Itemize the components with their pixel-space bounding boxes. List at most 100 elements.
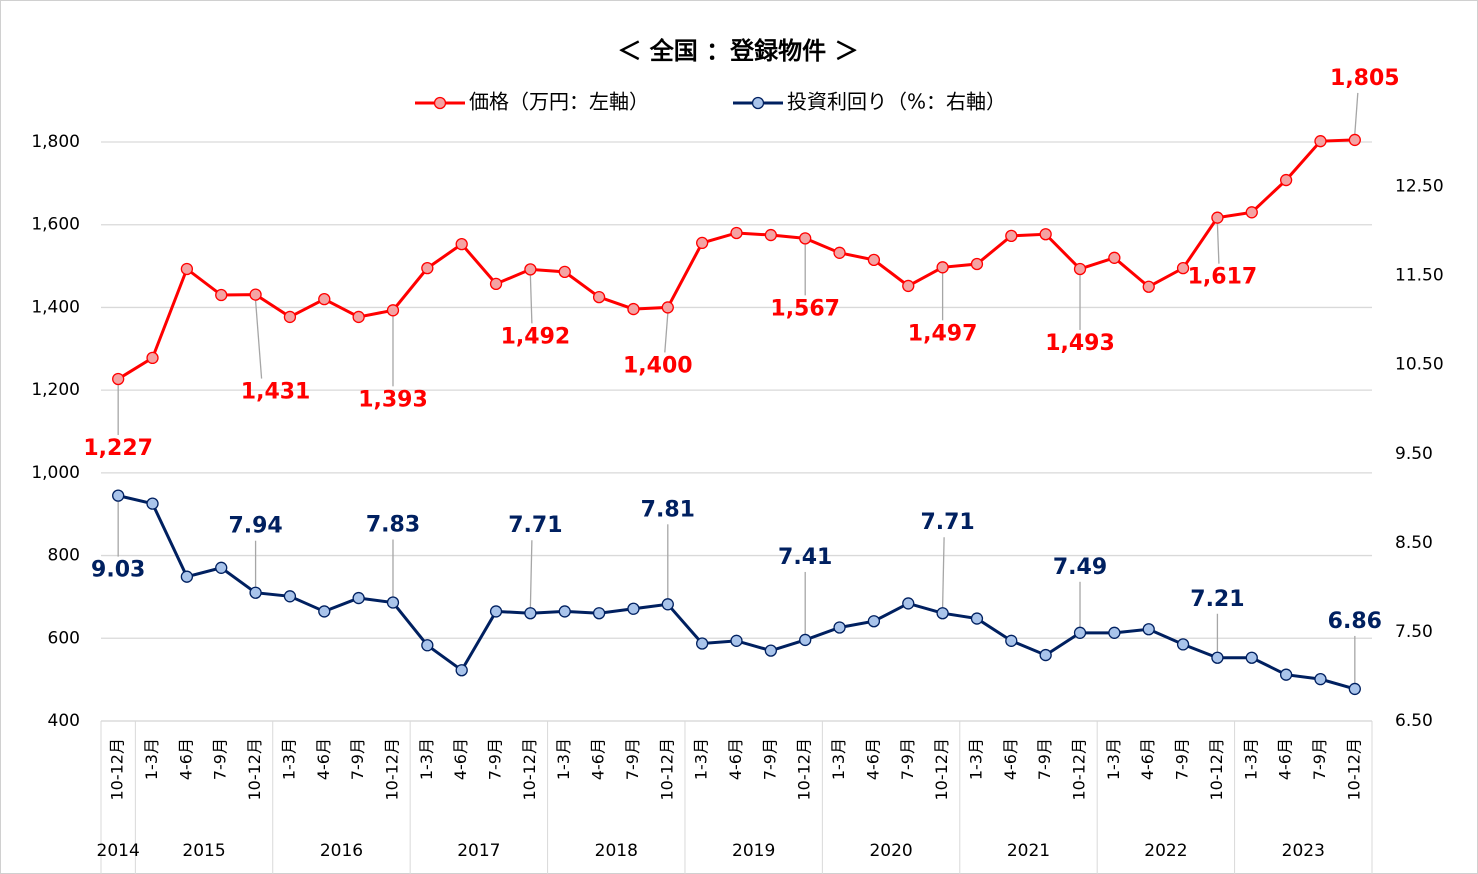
data-point (455, 664, 468, 677)
data-point (180, 570, 194, 583)
y-tick-label: 1,200 (31, 380, 80, 400)
x-tick-label: 1-3月 (279, 738, 298, 780)
x-tick-label: 4-6月 (863, 738, 882, 780)
data-point (1142, 280, 1155, 293)
data-label: 1,393 (358, 387, 428, 412)
x-tick-label: 4-6月 (1276, 738, 1295, 780)
x-tick-label: 1-3月 (1104, 738, 1123, 780)
data-point (1176, 261, 1190, 275)
x-group-label: 2018 (595, 841, 638, 861)
x-tick-label: 4-6月 (726, 738, 745, 780)
legend-label: 価格（万円：左軸） (469, 90, 649, 114)
data-point (1005, 634, 1018, 647)
data-point (799, 633, 812, 647)
y-tick-label: 600 (48, 628, 80, 648)
data-label: 1,492 (501, 324, 571, 349)
x-tick-label: 4-6月 (589, 738, 608, 780)
data-point (215, 288, 228, 302)
leader-line (664, 313, 669, 353)
x-group-label: 2016 (320, 841, 363, 861)
data-point (146, 351, 159, 365)
y-tick-label: 1,600 (31, 215, 80, 235)
data-point (592, 290, 606, 304)
data-point (1211, 211, 1224, 224)
data-point (1108, 251, 1121, 264)
x-tick-label: 1-3月 (692, 738, 711, 780)
data-point (249, 288, 262, 301)
data-point (386, 304, 400, 317)
data-point (524, 263, 537, 276)
data-label: 7.83 (366, 513, 420, 538)
data-point (1005, 229, 1018, 243)
data-point (867, 253, 881, 267)
data-point (283, 310, 297, 324)
x-tick-label: 1-3月 (417, 738, 436, 780)
data-point (867, 615, 881, 628)
x-tick-label: 10-12月 (382, 738, 401, 801)
data-point (489, 277, 503, 291)
y-tick-label: 1,800 (31, 132, 80, 152)
data-point (627, 602, 640, 615)
data-point (1039, 648, 1052, 662)
data-label: 7.49 (1053, 555, 1107, 580)
data-label: 1,431 (241, 380, 311, 405)
data-point (1176, 638, 1190, 651)
x-tick-label: 1-3月 (829, 738, 848, 780)
x-tick-label: 7-9月 (760, 738, 779, 780)
data-point (1314, 135, 1327, 148)
data-point (1039, 228, 1052, 241)
data-point (902, 279, 915, 293)
data-point (180, 262, 194, 276)
data-label: 6.86 (1328, 609, 1382, 634)
data-point (215, 561, 228, 574)
data-point (730, 634, 743, 647)
x-group-label: 2022 (1144, 841, 1187, 861)
x-tick-label: 10-12月 (520, 738, 539, 801)
leader-line (529, 540, 533, 608)
x-tick-label: 7-9月 (1310, 738, 1329, 780)
x-tick-label: 1-3月 (554, 738, 573, 780)
y-tick-label: 400 (48, 711, 80, 731)
y2-tick-label: 12.50 (1395, 177, 1444, 197)
data-point (455, 238, 468, 251)
data-point (695, 637, 709, 650)
x-tick-label: 7-9月 (1173, 738, 1192, 780)
data-point (112, 489, 125, 502)
y2-tick-label: 6.50 (1395, 711, 1433, 731)
y-tick-label: 1,000 (31, 463, 80, 483)
data-point (627, 302, 640, 316)
data-point (249, 586, 262, 599)
leader-line (1354, 92, 1359, 134)
data-label: 7.81 (641, 497, 695, 522)
x-tick-label: 7-9月 (486, 738, 505, 780)
data-point (970, 612, 984, 625)
x-tick-label: 4-6月 (314, 738, 333, 780)
data-point (112, 372, 125, 386)
data-point (970, 257, 984, 271)
x-tick-label: 10-12月 (1344, 738, 1363, 801)
y2-tick-label: 10.50 (1395, 355, 1444, 375)
data-label: 1,497 (908, 321, 978, 346)
data-point (318, 605, 331, 618)
x-tick-label: 7-9月 (623, 738, 642, 780)
x-tick-label: 7-9月 (1035, 738, 1054, 780)
data-point (799, 232, 812, 245)
data-point (1211, 651, 1224, 664)
x-tick-label: 10-12月 (245, 738, 264, 801)
x-tick-label: 10-12月 (108, 738, 127, 801)
x-tick-label: 4-6月 (1138, 738, 1157, 780)
data-point (1073, 626, 1087, 639)
x-tick-label: 4-6月 (451, 738, 470, 780)
y2-tick-label: 7.50 (1395, 622, 1433, 642)
data-point (764, 228, 778, 242)
x-tick-label: 1-3月 (142, 738, 161, 780)
data-point (146, 497, 159, 510)
data-point (558, 265, 571, 279)
x-tick-label: 10-12月 (932, 738, 951, 801)
leader-line (529, 275, 533, 324)
x-group-label: 2015 (182, 841, 225, 861)
data-point (764, 644, 778, 657)
data-point (1348, 682, 1361, 696)
x-tick-label: 1-3月 (966, 738, 985, 780)
chart-title: ＜ 全国 ：登録物件 ＞ (617, 37, 858, 65)
